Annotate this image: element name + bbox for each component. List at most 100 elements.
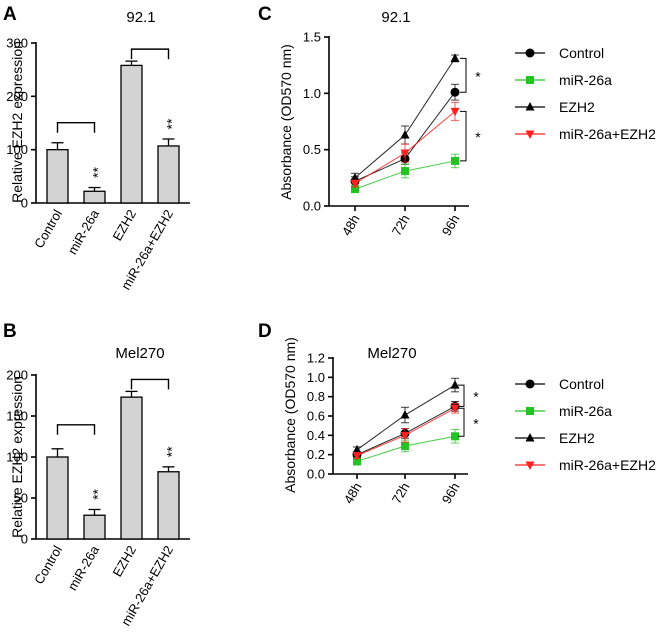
- data-point: [525, 379, 535, 389]
- panel-d-title: Mel270: [367, 345, 416, 362]
- y-tick-label: 300: [6, 36, 28, 51]
- significance-marker: *: [475, 68, 481, 84]
- x-tick-label: Control: [31, 543, 65, 587]
- data-point: [400, 130, 410, 139]
- legend-label: EZH2: [559, 430, 595, 446]
- data-point: [400, 410, 410, 419]
- data-point: [525, 461, 535, 470]
- data-point: [451, 156, 459, 165]
- y-tick-label: 150: [6, 409, 28, 424]
- legend-label: Control: [559, 45, 604, 61]
- data-point: [450, 107, 460, 117]
- legend-label: Control: [559, 376, 604, 392]
- panel-label-d: D: [258, 321, 272, 342]
- y-tick-label: 1.5: [303, 30, 321, 45]
- x-tick-label: EZH2: [109, 543, 139, 579]
- data-point: [450, 380, 460, 389]
- significance-bracket: [458, 384, 465, 407]
- significance-bracket: [458, 407, 465, 437]
- legend-label: EZH2: [559, 99, 595, 115]
- y-tick-label: 50: [14, 491, 28, 506]
- x-tick-label: miR-26a: [65, 206, 103, 257]
- x-tick-label: 96h: [439, 212, 463, 238]
- panel-label-b: B: [3, 321, 17, 342]
- data-point: [451, 432, 459, 441]
- bar: [157, 471, 180, 540]
- significance-bracket: [460, 110, 467, 162]
- x-tick-label: 48h: [339, 212, 363, 238]
- comparison-bracket: [56, 122, 96, 133]
- data-point: [450, 53, 460, 62]
- panel-label-a: A: [3, 4, 17, 25]
- data-point: [352, 452, 362, 461]
- panel-b: B Mel270 Relative EZH2 expression 0 50 100…: [3, 321, 190, 628]
- x-tick-label: 96h: [439, 480, 463, 506]
- y-tick-label: 0.0: [303, 199, 321, 214]
- x-tick-label: 72h: [389, 212, 413, 238]
- y-tick-label: 0.5: [303, 142, 321, 157]
- bar: [157, 145, 180, 204]
- panel-b-title: Mel270: [115, 345, 164, 362]
- x-tick-label: EZH2: [109, 207, 139, 243]
- data-point: [351, 185, 359, 194]
- bar: [120, 64, 143, 204]
- data-point: [526, 407, 534, 415]
- y-tick-label: 1.2: [307, 351, 325, 366]
- panel-a: A 92.1 Relative EZH2 expression 0 100 200 3…: [3, 4, 190, 292]
- x-tick-label: Control: [31, 207, 65, 251]
- panel-label-c: C: [258, 4, 272, 25]
- panel-d-legend: Control miR-26a EZH2 miR-26a+EZH2: [515, 376, 656, 473]
- significance-marker: **: [164, 118, 180, 129]
- data-point: [350, 179, 360, 189]
- data-point: [350, 172, 360, 182]
- data-point: [400, 149, 410, 159]
- bar: [120, 396, 143, 540]
- bar: [83, 190, 106, 204]
- legend-label: miR-26a+EZH2: [559, 457, 656, 473]
- data-point: [401, 441, 409, 450]
- panel-a-title: 92.1: [126, 9, 155, 26]
- data-point: [526, 76, 534, 84]
- comparison-bracket: [56, 424, 96, 435]
- panel-c-ylabel: Absorbance (OD570 nm): [278, 44, 294, 200]
- y-tick-label: 100: [6, 450, 28, 465]
- legend-label: miR-26a: [559, 72, 612, 88]
- y-tick-label: 0.2: [307, 447, 325, 462]
- data-point: [525, 48, 535, 58]
- y-tick-label: 0.4: [307, 428, 325, 443]
- data-point: [352, 444, 362, 454]
- data-point: [525, 433, 535, 442]
- x-tick-label: miR-26a: [65, 542, 103, 593]
- y-tick-label: 1.0: [303, 86, 321, 101]
- x-tick-label: 72h: [389, 480, 413, 506]
- significance-bracket: [460, 57, 467, 93]
- x-tick-label: 48h: [341, 480, 365, 506]
- panel-c-legend: Control miR-26a EZH2 miR-26a+EZH2: [515, 45, 656, 142]
- significance-marker: **: [90, 488, 106, 499]
- legend-label: miR-26a: [559, 403, 612, 419]
- panel-b-ylabel: Relative EZH2 expression: [9, 376, 25, 538]
- panel-c: C 92.1 Absorbance (OD570 nm) Control miR-…: [258, 4, 656, 238]
- y-tick-label: 200: [6, 368, 28, 383]
- y-tick-label: 0.8: [307, 389, 325, 404]
- significance-marker: **: [164, 446, 180, 457]
- data-point: [450, 404, 460, 414]
- y-tick-label: 0: [21, 196, 28, 211]
- panel-c-title: 92.1: [381, 9, 410, 26]
- data-point: [450, 87, 460, 97]
- data-point: [525, 102, 535, 111]
- data-point: [353, 457, 361, 466]
- y-tick-label: 0: [21, 532, 28, 547]
- panel-a-ylabel: Relative EZH2 expression: [9, 41, 25, 203]
- legend-label: miR-26a+EZH2: [559, 126, 656, 142]
- y-tick-label: 100: [6, 142, 28, 157]
- bar: [46, 149, 69, 204]
- data-point: [401, 167, 409, 176]
- panel-d-ylabel: Absorbance (OD570 nm): [282, 337, 298, 493]
- y-tick-label: 1.0: [307, 370, 325, 385]
- y-tick-label: 0.0: [307, 467, 325, 482]
- comparison-bracket: [130, 48, 170, 60]
- significance-marker: *: [473, 415, 479, 431]
- y-tick-label: 0.6: [307, 409, 325, 424]
